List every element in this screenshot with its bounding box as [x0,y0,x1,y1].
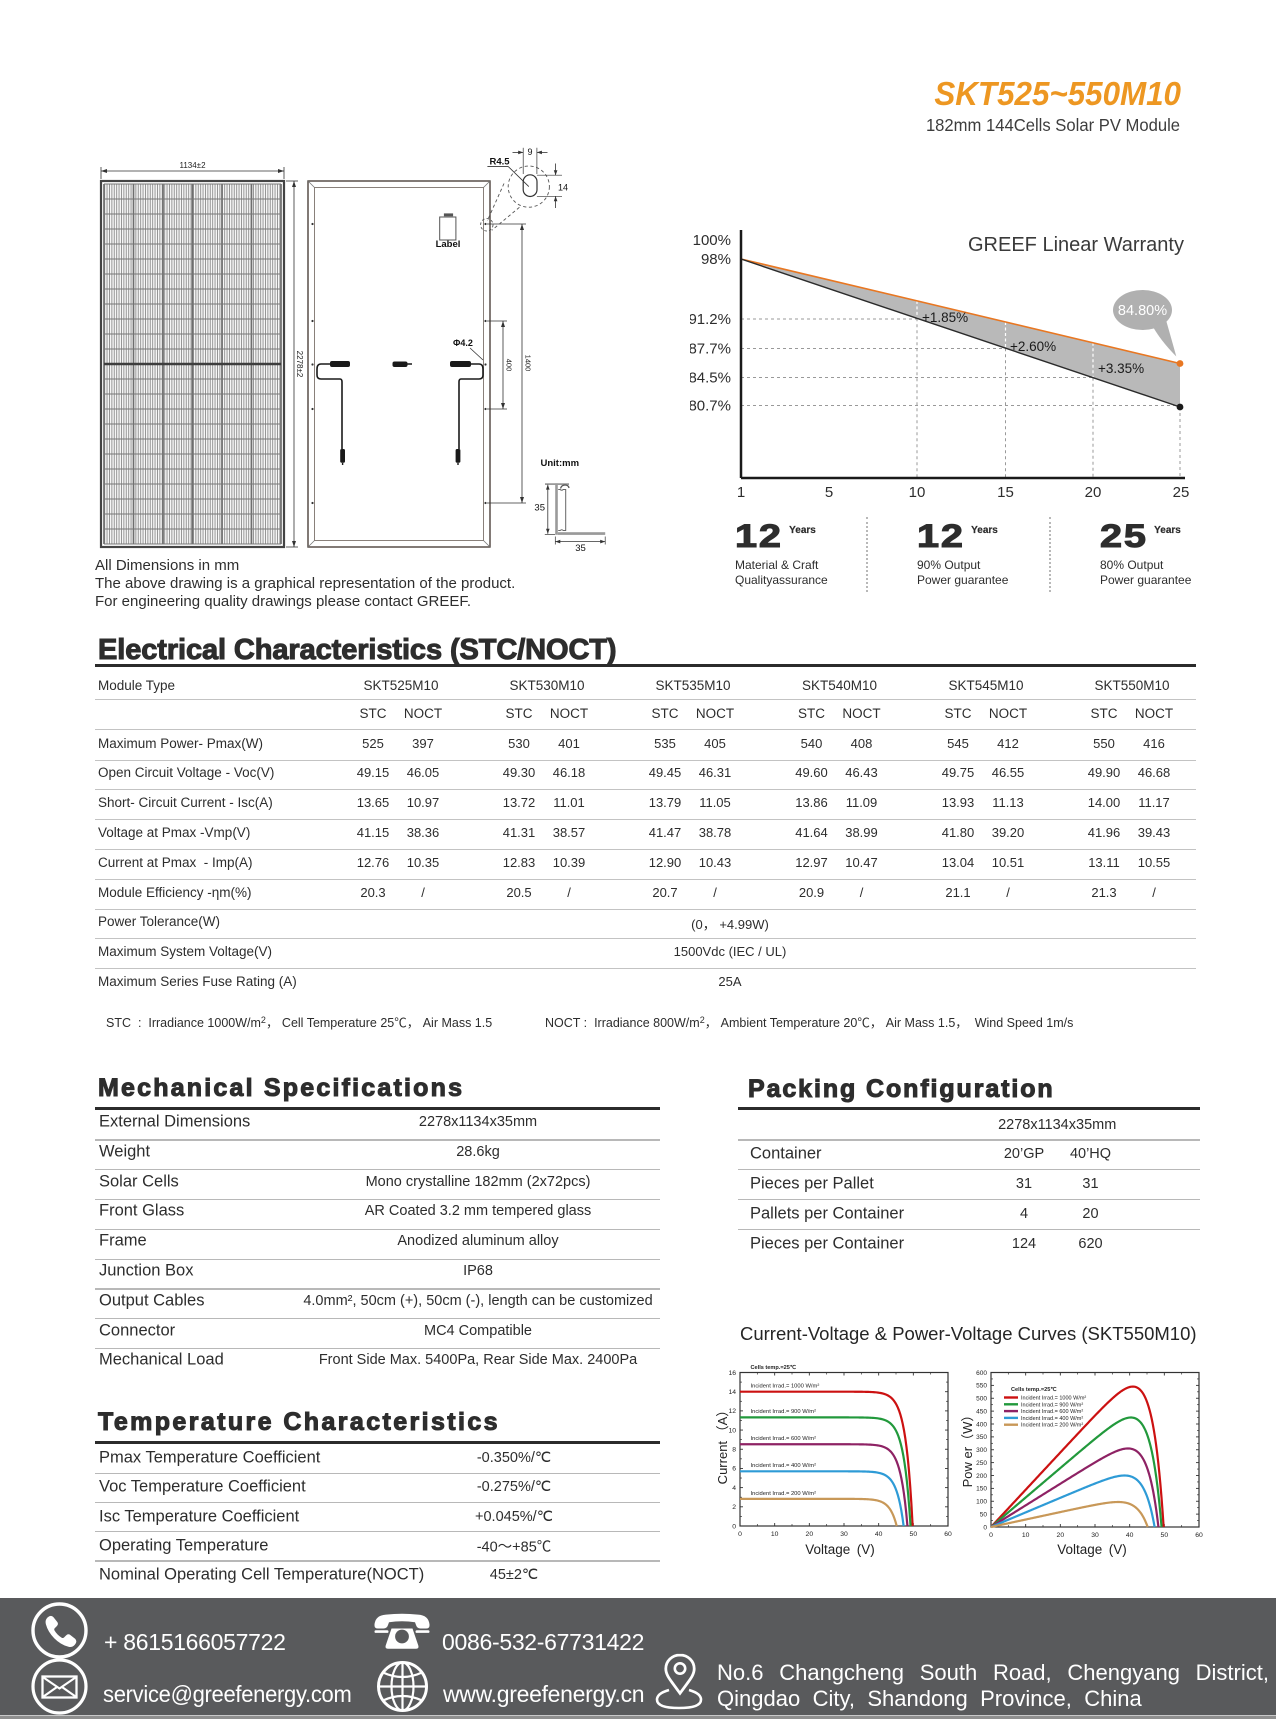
svg-text:Voltage (V): Voltage (V) [1057,1542,1127,1557]
svg-text:50: 50 [1161,1532,1169,1539]
svg-text:Φ4.2: Φ4.2 [453,338,473,348]
svg-text:1400: 1400 [524,355,533,372]
svg-text:8: 8 [732,1447,736,1454]
svg-text:Incident Irrad.= 900 W/m²: Incident Irrad.= 900 W/m² [1021,1402,1083,1408]
svg-text:50: 50 [910,1531,918,1538]
svg-text:150: 150 [976,1486,987,1493]
svg-text:Unit:mm: Unit:mm [541,458,580,469]
svg-text:35: 35 [575,543,586,554]
svg-text:Incident Irrad.= 600 W/m²: Incident Irrad.= 600 W/m² [1021,1409,1083,1415]
svg-text:Incident Irrad.= 900 W/m²: Incident Irrad.= 900 W/m² [751,1409,817,1415]
svg-text:25: 25 [1173,484,1190,501]
svg-text:30: 30 [1091,1532,1099,1539]
svg-text:10: 10 [909,484,926,501]
svg-text:1: 1 [737,484,745,501]
svg-text:Incident Irrad.= 200 W/m²: Incident Irrad.= 200 W/m² [1021,1423,1083,1429]
svg-text:30: 30 [840,1531,848,1538]
svg-text:Cells temp.=25℃: Cells temp.=25℃ [1011,1386,1057,1393]
svg-text:16: 16 [728,1370,736,1377]
svg-text:84.5%: 84.5% [690,370,731,387]
svg-text:0: 0 [732,1523,736,1530]
svg-text:50: 50 [980,1511,988,1518]
svg-text:GREEF Linear Warranty: GREEF Linear Warranty [968,234,1184,256]
svg-text:350: 350 [976,1434,987,1441]
svg-text:10: 10 [728,1427,736,1434]
svg-text:9: 9 [527,147,532,157]
svg-text:35: 35 [534,503,545,514]
svg-text:84.80%: 84.80% [1118,303,1167,319]
svg-text:450: 450 [976,1408,987,1415]
svg-text:91.2%: 91.2% [690,311,731,328]
svg-text:14: 14 [728,1389,736,1396]
svg-text:10: 10 [771,1531,779,1538]
svg-text:Pow er（W）: Pow er（W） [960,1409,975,1488]
svg-text:+2.60%: +2.60% [1010,339,1056,354]
svg-text:14: 14 [558,183,568,193]
svg-text:250: 250 [976,1460,987,1467]
svg-text:400: 400 [505,359,514,372]
svg-text:40: 40 [1126,1532,1134,1539]
svg-text:200: 200 [976,1473,987,1480]
svg-text:80.7%: 80.7% [690,398,731,415]
svg-text:0: 0 [989,1532,993,1539]
svg-text:R4.5: R4.5 [490,157,511,168]
svg-text:100: 100 [976,1499,987,1506]
svg-text:550: 550 [976,1383,987,1390]
svg-text:300: 300 [976,1447,987,1454]
svg-text:Incident Irrad.= 1000 W/m²: Incident Irrad.= 1000 W/m² [1021,1396,1086,1402]
svg-text:5: 5 [825,484,833,501]
svg-text:Label: Label [436,239,461,250]
svg-text:600: 600 [976,1370,987,1377]
svg-text:98%: 98% [701,251,731,268]
svg-text:Incident Irrad.= 400 W/m²: Incident Irrad.= 400 W/m² [751,1463,817,1469]
svg-text:40: 40 [875,1531,883,1538]
svg-text:Incident Irrad.= 600 W/m²: Incident Irrad.= 600 W/m² [751,1436,817,1442]
svg-text:+3.35%: +3.35% [1098,361,1144,376]
svg-text:Incident Irrad.= 200 W/m²: Incident Irrad.= 200 W/m² [751,1491,817,1497]
svg-text:60: 60 [944,1531,952,1538]
svg-text:Current （A）: Current （A） [715,1404,730,1485]
svg-text:15: 15 [997,484,1014,501]
svg-text:20: 20 [1057,1532,1065,1539]
svg-text:20: 20 [1085,484,1102,501]
svg-text:400: 400 [976,1421,987,1428]
svg-text:Voltage (V): Voltage (V) [805,1542,875,1557]
svg-text:2278±2: 2278±2 [295,351,304,378]
svg-text:500: 500 [976,1396,987,1403]
svg-text:2: 2 [732,1504,736,1511]
svg-text:20: 20 [806,1531,814,1538]
svg-text:1134±2: 1134±2 [179,161,206,170]
svg-text:0: 0 [738,1531,742,1538]
svg-text:60: 60 [1195,1532,1203,1539]
svg-text:87.7%: 87.7% [690,341,731,358]
svg-text:0: 0 [983,1524,987,1531]
svg-text:10: 10 [1022,1532,1030,1539]
svg-text:Incident Irrad.= 400 W/m²: Incident Irrad.= 400 W/m² [1021,1416,1083,1422]
svg-text:Cells temp.=25℃: Cells temp.=25℃ [751,1364,797,1371]
svg-text:+1.85%: +1.85% [922,310,968,325]
svg-text:Incident Irrad.= 1000 W/m²: Incident Irrad.= 1000 W/m² [751,1384,820,1390]
svg-text:6: 6 [732,1466,736,1473]
svg-text:12: 12 [728,1408,736,1415]
svg-text:100%: 100% [693,232,731,249]
svg-text:4: 4 [732,1485,736,1492]
